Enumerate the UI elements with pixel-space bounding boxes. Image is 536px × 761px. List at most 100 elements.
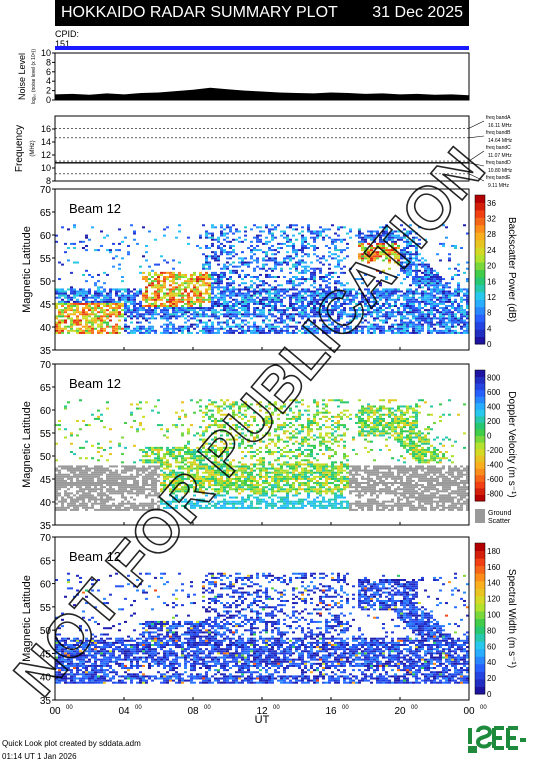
heatmap-cell [217, 409, 220, 412]
heatmap-cell [124, 236, 127, 239]
heatmap-cell [244, 298, 247, 301]
heatmap-cell [133, 467, 136, 470]
heatmap-cell [127, 315, 130, 318]
heatmap-cell [172, 329, 175, 332]
heatmap-cell [325, 300, 328, 303]
heatmap-cell [157, 448, 160, 451]
heatmap-cell [307, 269, 310, 272]
heatmap-cell [163, 467, 166, 470]
heatmap-cell [109, 508, 112, 511]
heatmap-cell [400, 302, 403, 305]
heatmap-cell [433, 329, 436, 332]
heatmap-cell [223, 331, 226, 334]
heatmap-cell [67, 477, 70, 480]
heatmap-cell [91, 327, 94, 330]
heatmap-cell [304, 304, 307, 307]
heatmap-cell [430, 294, 433, 297]
heatmap-cell [169, 451, 172, 454]
heatmap-cell [442, 286, 445, 289]
heatmap-cell [175, 426, 178, 429]
heatmap-cell [367, 234, 370, 237]
heatmap-cell [199, 294, 202, 297]
heatmap-cell [289, 257, 292, 260]
heatmap-cell [268, 294, 271, 297]
heatmap-cell [415, 253, 418, 256]
heatmap-cell [253, 486, 256, 489]
heatmap-cell [409, 265, 412, 268]
heatmap-cell [58, 465, 61, 468]
heatmap-cell [403, 232, 406, 235]
heatmap-cell [109, 302, 112, 305]
heatmap-cell [205, 230, 208, 233]
heatmap-cell [196, 473, 199, 476]
heatmap-cell [424, 259, 427, 262]
heatmap-cell [322, 228, 325, 231]
heatmap-cell [250, 251, 253, 254]
heatmap-cell [274, 300, 277, 303]
heatmap-cell [358, 230, 361, 233]
heatmap-cell [169, 463, 172, 466]
heatmap-cell [133, 465, 136, 468]
heatmap-cell [322, 300, 325, 303]
heatmap-cell [100, 311, 103, 314]
heatmap-cell [163, 234, 166, 237]
heatmap-cell [259, 446, 262, 449]
heatmap-cell [178, 467, 181, 470]
heatmap-cell [76, 323, 79, 326]
heatmap-cell [55, 331, 58, 334]
heatmap-cell [280, 234, 283, 237]
heatmap-cell [139, 313, 142, 316]
heatmap-cell [148, 265, 151, 268]
heatmap-cell [220, 430, 223, 433]
heatmap-cell [265, 304, 268, 307]
heatmap-cell [106, 309, 109, 312]
heatmap-cell [382, 296, 385, 299]
heatmap-cell [64, 484, 67, 487]
heatmap-cell [235, 471, 238, 474]
heatmap-cell [277, 309, 280, 312]
heatmap-cell [262, 479, 265, 482]
heatmap-cell [256, 434, 259, 437]
heatmap-cell [82, 247, 85, 250]
heatmap-cell [313, 249, 316, 252]
heatmap-cell [202, 500, 205, 503]
heatmap-cell [328, 329, 331, 332]
heatmap-cell [169, 475, 172, 478]
heatmap-cell [238, 461, 241, 464]
heatmap-cell [91, 276, 94, 279]
heatmap-cell [244, 263, 247, 266]
heatmap-cell [391, 331, 394, 334]
heatmap-cell [253, 465, 256, 468]
heatmap-cell [268, 461, 271, 464]
heatmap-cell [406, 288, 409, 291]
heatmap-cell [235, 311, 238, 314]
heatmap-cell [244, 309, 247, 312]
heatmap-cell [286, 331, 289, 334]
heatmap-cell [400, 238, 403, 241]
heatmap-cell [157, 479, 160, 482]
heatmap-cell [157, 284, 160, 287]
heatmap-cell [190, 280, 193, 283]
heatmap-cell [301, 325, 304, 328]
heatmap-cell [226, 506, 229, 509]
heatmap-cell [238, 276, 241, 279]
heatmap-cell [106, 401, 109, 404]
heatmap-cell [286, 317, 289, 320]
heatmap-cell [235, 506, 238, 509]
heatmap-cell [172, 300, 175, 303]
heatmap-cell [124, 327, 127, 330]
heatmap-cell [160, 463, 163, 466]
heatmap-cell [259, 313, 262, 316]
heatmap-cell [157, 457, 160, 460]
heatmap-cell [151, 317, 154, 320]
heatmap-cell [136, 481, 139, 484]
heatmap-cell [160, 465, 163, 468]
heatmap-cell [466, 311, 469, 314]
heatmap-cell [106, 494, 109, 497]
heatmap-cell [463, 311, 466, 314]
heatmap-cell [346, 325, 349, 328]
heatmap-cell [70, 298, 73, 301]
heatmap-cell [274, 471, 277, 474]
heatmap-cell [229, 469, 232, 472]
heatmap-cell [121, 484, 124, 487]
